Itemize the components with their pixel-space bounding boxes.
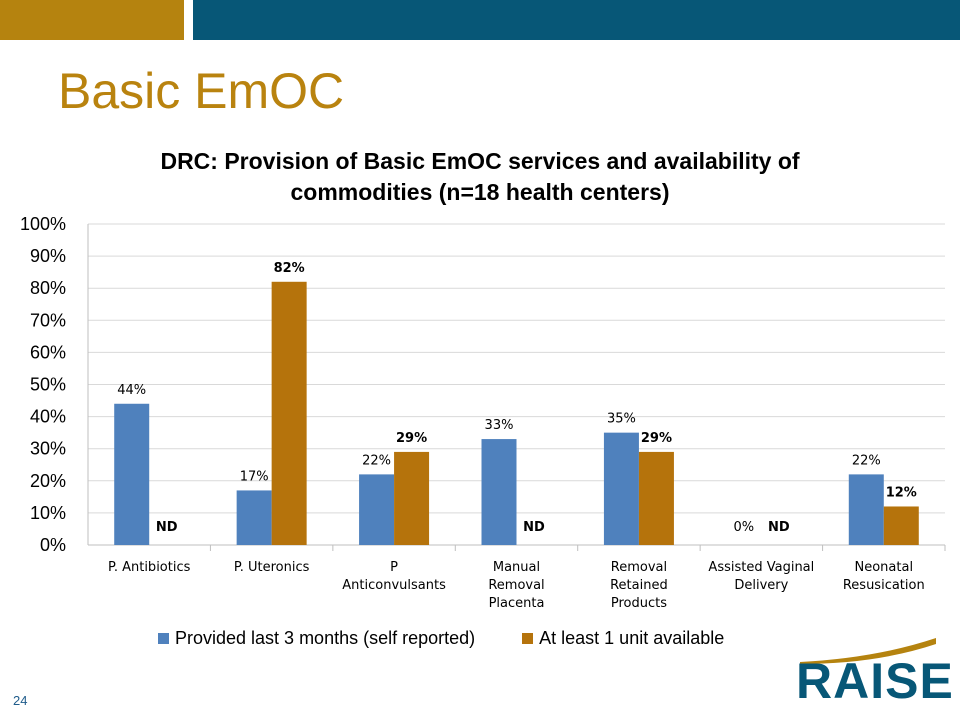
x-category-label: Removal bbox=[488, 578, 544, 593]
bar-provided bbox=[359, 474, 395, 545]
bar-provided bbox=[236, 490, 272, 545]
legend-label-available: At least 1 unit available bbox=[539, 628, 725, 648]
bar-available bbox=[271, 281, 307, 545]
logo-text: RAISE bbox=[796, 653, 954, 709]
x-category-label: Products bbox=[611, 596, 667, 611]
x-category-label: Manual bbox=[493, 560, 540, 575]
data-label-provided: 33% bbox=[485, 418, 514, 433]
legend-swatch-provided bbox=[158, 633, 169, 644]
logo-swoosh bbox=[800, 638, 936, 664]
legend-item-provided: Provided last 3 months (self reported) bbox=[158, 628, 475, 649]
chart-title-line2: commodities (n=18 health centers) bbox=[290, 179, 670, 205]
y-tick-label: 50% bbox=[30, 375, 66, 395]
slide-title: Basic EmOC bbox=[58, 63, 345, 119]
y-tick-label: 30% bbox=[30, 439, 66, 459]
legend-item-available: At least 1 unit available bbox=[522, 628, 724, 649]
raise-logo: RAISE bbox=[796, 636, 953, 706]
bar-provided bbox=[114, 403, 150, 545]
data-label-available: 29% bbox=[641, 431, 672, 446]
x-category-label: P. Uteronics bbox=[234, 560, 310, 575]
bar-provided bbox=[481, 439, 517, 545]
data-label-available: 29% bbox=[396, 431, 427, 446]
data-label-provided: 44% bbox=[117, 383, 146, 398]
legend-swatch-available bbox=[522, 633, 534, 644]
data-label-provided: 22% bbox=[852, 453, 881, 468]
data-label-provided: 35% bbox=[607, 412, 636, 427]
data-label-available: ND bbox=[156, 520, 178, 535]
chart-legend: Provided last 3 months (self reported) A… bbox=[158, 628, 771, 649]
y-tick-label: 10% bbox=[30, 503, 66, 523]
y-tick-label: 60% bbox=[30, 342, 66, 362]
x-category-label: Delivery bbox=[734, 578, 788, 593]
legend-label-provided: Provided last 3 months (self reported) bbox=[175, 628, 476, 648]
data-label-available: 12% bbox=[886, 485, 917, 500]
x-category-label: Anticonvulsants bbox=[342, 578, 446, 593]
x-category-label: P bbox=[390, 560, 398, 575]
bar-provided bbox=[603, 432, 639, 545]
x-category-label: P. Antibiotics bbox=[108, 560, 191, 575]
x-category-label: Resusication bbox=[843, 578, 925, 593]
data-label-provided: 17% bbox=[240, 469, 269, 484]
data-label-available: ND bbox=[768, 520, 790, 535]
data-label-available: ND bbox=[523, 520, 545, 535]
x-category-label: Assisted Vaginal bbox=[708, 560, 814, 575]
x-category-label: Removal bbox=[611, 560, 667, 575]
x-category-label: Placenta bbox=[489, 596, 545, 611]
bar-available bbox=[394, 451, 430, 545]
bar-available bbox=[883, 506, 919, 545]
chart-title-line1: DRC: Provision of Basic EmOC services an… bbox=[160, 148, 800, 174]
y-tick-label: 80% bbox=[30, 278, 66, 298]
x-category-label: Retained bbox=[610, 578, 668, 593]
y-tick-label: 100% bbox=[20, 214, 66, 234]
y-tick-label: 20% bbox=[30, 471, 66, 491]
header-accent-blue bbox=[193, 0, 960, 40]
header-accent-gold bbox=[0, 0, 184, 40]
y-tick-label: 0% bbox=[40, 535, 66, 555]
y-tick-label: 40% bbox=[30, 407, 66, 427]
x-category-label: Neonatal bbox=[855, 560, 914, 575]
bar-chart: 0% 10% 20% 30% 40% 50% 60% 70% 80% 90% 100% 44% ND P.… bbox=[20, 214, 946, 611]
bar-available bbox=[638, 451, 674, 545]
data-label-available: 82% bbox=[274, 261, 305, 276]
page-number: 24 bbox=[13, 693, 28, 708]
bar-provided bbox=[848, 474, 884, 545]
data-label-provided: 22% bbox=[362, 453, 391, 468]
data-label-provided: 0% bbox=[734, 520, 755, 535]
y-tick-label: 70% bbox=[30, 310, 66, 330]
y-tick-label: 90% bbox=[30, 246, 66, 266]
chart-title: DRC: Provision of Basic EmOC services an… bbox=[60, 146, 900, 208]
